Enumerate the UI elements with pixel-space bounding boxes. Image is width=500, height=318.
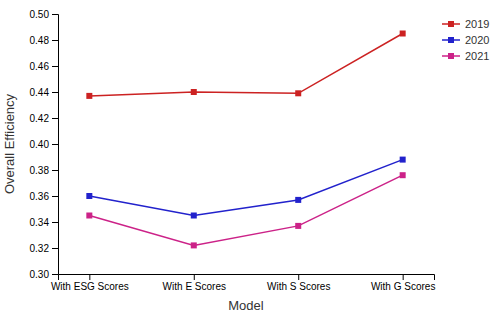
y-axis: 0.30 0.32 0.34 0.36 0.38 0.40 0.42 0.44 0.46 0.48… (30, 9, 59, 280)
data-point (86, 93, 92, 99)
y-tick-mark (52, 144, 58, 145)
series-line (89, 34, 402, 96)
y-tick-label: 0.40 (30, 139, 50, 150)
y-tick-mark (52, 92, 58, 93)
data-point (295, 223, 301, 229)
legend-item: 2021 (442, 50, 489, 62)
y-tick-label: 0.46 (30, 61, 50, 72)
x-tick-label: With ESG Scores (51, 281, 129, 292)
y-tick-label: 0.48 (30, 35, 50, 46)
x-axis-line (59, 275, 435, 281)
data-point (295, 197, 301, 203)
y-tick-mark (52, 170, 58, 171)
y-tick-mark (52, 40, 58, 41)
series-line (89, 160, 402, 216)
y-tick: 0.30 (30, 269, 58, 280)
data-point (86, 193, 92, 199)
data-point (191, 89, 197, 95)
x-axis: With ESG Scores With E Scores With S Score… (51, 274, 435, 292)
y-tick-mark (52, 248, 58, 249)
data-point (86, 213, 92, 219)
y-tick: 0.34 (30, 217, 58, 228)
x-axis-title: Model (228, 298, 264, 313)
y-tick-mark (52, 274, 58, 275)
legend-label: 2021 (465, 50, 489, 62)
chart: 0.30 0.32 0.34 0.36 0.38 0.40 0.42 0.44 0.46 0.48… (0, 0, 500, 318)
legend-label: 2020 (465, 34, 489, 46)
legend-item: 2020 (442, 34, 489, 46)
x-tick-mark (194, 274, 195, 280)
x-tick: With G Scores (371, 274, 435, 292)
y-axis-title: Overall Efficiency (2, 93, 17, 194)
y-tick-mark (52, 14, 58, 15)
y-tick: 0.48 (30, 35, 58, 46)
series-group (86, 31, 405, 249)
y-tick: 0.46 (30, 61, 58, 72)
data-point (191, 213, 197, 219)
series (86, 31, 405, 99)
y-tick: 0.32 (30, 243, 58, 254)
x-tick-mark (89, 274, 90, 280)
series (86, 172, 405, 248)
y-tick-mark (52, 222, 58, 223)
legend-item: 2019 (442, 18, 489, 30)
y-tick: 0.44 (30, 87, 58, 98)
y-tick-mark (52, 66, 58, 67)
plot-area: 0.30 0.32 0.34 0.36 0.38 0.40 0.42 0.44 0.46 0.48… (30, 9, 436, 292)
series (86, 157, 405, 219)
data-point (400, 157, 406, 163)
y-tick-label: 0.50 (30, 9, 50, 20)
y-tick-label: 0.38 (30, 165, 50, 176)
legend-marker (448, 21, 454, 27)
y-tick-label: 0.30 (30, 269, 50, 280)
data-point (400, 172, 406, 178)
y-tick-label: 0.34 (30, 217, 50, 228)
x-tick: With ESG Scores (51, 274, 129, 292)
legend-label: 2019 (465, 18, 489, 30)
y-tick: 0.42 (30, 113, 58, 124)
data-point (295, 90, 301, 96)
x-tick-label: With S Scores (267, 281, 330, 292)
y-tick-mark (52, 118, 58, 119)
x-tick-label: With E Scores (163, 281, 226, 292)
x-tick-mark (298, 274, 299, 280)
legend-marker (448, 37, 454, 43)
x-tick: With S Scores (267, 274, 330, 292)
x-tick: With E Scores (163, 274, 226, 292)
y-tick: 0.36 (30, 191, 58, 202)
y-tick-mark (52, 196, 58, 197)
data-point (191, 242, 197, 248)
legend: 2019 2020 2021 (442, 18, 489, 62)
y-tick-label: 0.32 (30, 243, 50, 254)
series-line (89, 175, 402, 245)
y-axis-line (52, 15, 59, 275)
data-point (400, 31, 406, 37)
y-tick: 0.38 (30, 165, 58, 176)
x-tick-mark (403, 274, 404, 280)
y-tick-label: 0.42 (30, 113, 50, 124)
y-tick: 0.40 (30, 139, 58, 150)
y-tick-label: 0.44 (30, 87, 50, 98)
y-tick-label: 0.36 (30, 191, 50, 202)
legend-marker (448, 53, 454, 59)
y-tick: 0.50 (30, 9, 58, 20)
x-tick-label: With G Scores (371, 281, 435, 292)
